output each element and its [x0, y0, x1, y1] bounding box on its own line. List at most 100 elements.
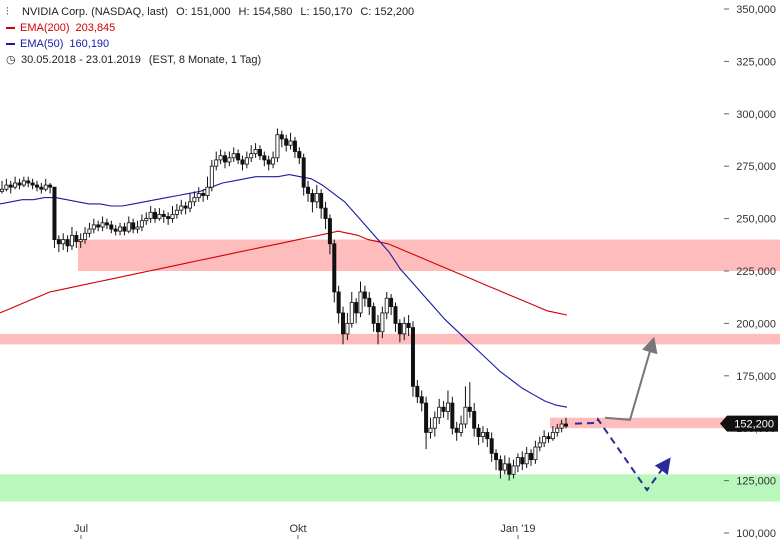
ema200-line: [0, 230, 568, 316]
y-tick-label: 350,000: [736, 4, 776, 16]
candle-body: [122, 226, 127, 232]
y-tick-label: 325,000: [736, 56, 776, 68]
candle-body: [83, 232, 88, 240]
candle-body: [126, 222, 131, 232]
candle-body: [336, 291, 341, 314]
candle-body: [524, 452, 529, 465]
y-tick-label: 225,000: [736, 266, 776, 278]
symbol-name: NVIDIA Corp. (NASDAQ, last): [22, 6, 169, 18]
ema50-swatch: [6, 43, 15, 45]
candle-body: [56, 239, 61, 245]
candle-body: [65, 239, 70, 247]
candle-body: [498, 459, 503, 471]
candle-body: [257, 149, 262, 157]
x-axis: Jul Okt Jan '19: [74, 523, 536, 539]
candle-body: [384, 297, 389, 314]
high-value: H: 154,580: [238, 6, 293, 18]
y-tick-label: 250,000: [736, 214, 776, 226]
y-tick-label: 100,000: [736, 528, 776, 539]
ema200-path: [0, 230, 568, 316]
candle-body: [214, 159, 219, 167]
candle-body: [472, 411, 477, 429]
candle-body: [476, 427, 481, 437]
candle-body: [231, 153, 236, 159]
candle-body: [419, 396, 424, 404]
candle-body: [529, 452, 534, 461]
candle-body: [91, 224, 96, 230]
candle-body: [104, 222, 109, 226]
candle-body: [113, 228, 118, 232]
candle-body: [437, 406, 442, 419]
candle-body: [323, 207, 328, 219]
candle-body: [306, 186, 311, 194]
x-tick-label: Jul: [74, 523, 88, 535]
candle-body: [485, 431, 490, 440]
candle-body: [546, 436, 551, 440]
candle-body: [319, 193, 324, 209]
candle-body: [17, 182, 22, 186]
candle-body: [74, 234, 79, 243]
candle-body: [314, 193, 319, 203]
candle-body: [148, 211, 153, 219]
candle-body: [144, 218, 149, 222]
candle-body: [222, 155, 227, 163]
candle-body: [179, 205, 184, 211]
resistance-zone: [78, 239, 780, 271]
candle-body: [533, 446, 538, 461]
legend-header-row: ⫶ NVIDIA Corp. (NASDAQ, last) O: 151,000…: [6, 4, 414, 20]
candle-body: [13, 182, 18, 188]
candle-body: [410, 327, 415, 387]
ema200-value: 203,845: [75, 22, 116, 34]
candle-body: [187, 201, 192, 209]
ema200-swatch: [6, 27, 15, 29]
candle-body: [467, 406, 472, 412]
y-tick-label: 300,000: [736, 109, 776, 121]
candle-body: [292, 140, 297, 152]
candle-body: [227, 157, 232, 163]
candle-body: [284, 138, 289, 146]
candle-body: [550, 431, 555, 440]
candle-body: [100, 222, 105, 228]
candle-body: [174, 209, 179, 215]
candle-body: [157, 214, 162, 220]
candle-body: [161, 214, 166, 217]
candle-body: [262, 155, 267, 161]
zones: [0, 239, 780, 502]
candle-body: [507, 463, 512, 475]
candle-body: [301, 157, 306, 188]
candle-body: [441, 406, 446, 412]
chart-legend: ⫶ NVIDIA Corp. (NASDAQ, last) O: 151,000…: [6, 4, 414, 68]
candle-body: [139, 220, 144, 228]
candle-body: [454, 427, 459, 433]
candle-body: [406, 322, 411, 328]
candle-body: [48, 184, 53, 188]
candle-body: [345, 322, 350, 335]
candle-body: [432, 417, 437, 429]
candle-body: [21, 180, 26, 186]
candle-body: [78, 239, 83, 243]
candle-body: [240, 159, 245, 165]
candle-body: [445, 402, 450, 412]
ema50-value: 160,190: [69, 38, 110, 50]
candles: [0, 128, 569, 481]
candle-body: [253, 149, 258, 155]
candle-body: [170, 214, 175, 220]
candle-body: [371, 306, 376, 324]
candle-body: [34, 184, 39, 188]
candle-body: [166, 216, 171, 219]
candle-body: [354, 302, 359, 314]
y-tick-label: 275,000: [736, 161, 776, 173]
candle-body: [297, 151, 302, 159]
candle-body: [118, 226, 123, 232]
candle-body: [69, 234, 74, 247]
candle-body: [397, 322, 402, 335]
candle-body: [480, 431, 485, 437]
candle-body: [153, 211, 158, 219]
candle-body: [218, 155, 223, 161]
bullish-scenario-arrow: [604, 336, 658, 421]
candle-body: [271, 157, 276, 165]
candle-body: [192, 197, 197, 203]
candle-body: [275, 134, 280, 159]
candle-body: [4, 184, 9, 190]
candle-body: [30, 182, 35, 186]
